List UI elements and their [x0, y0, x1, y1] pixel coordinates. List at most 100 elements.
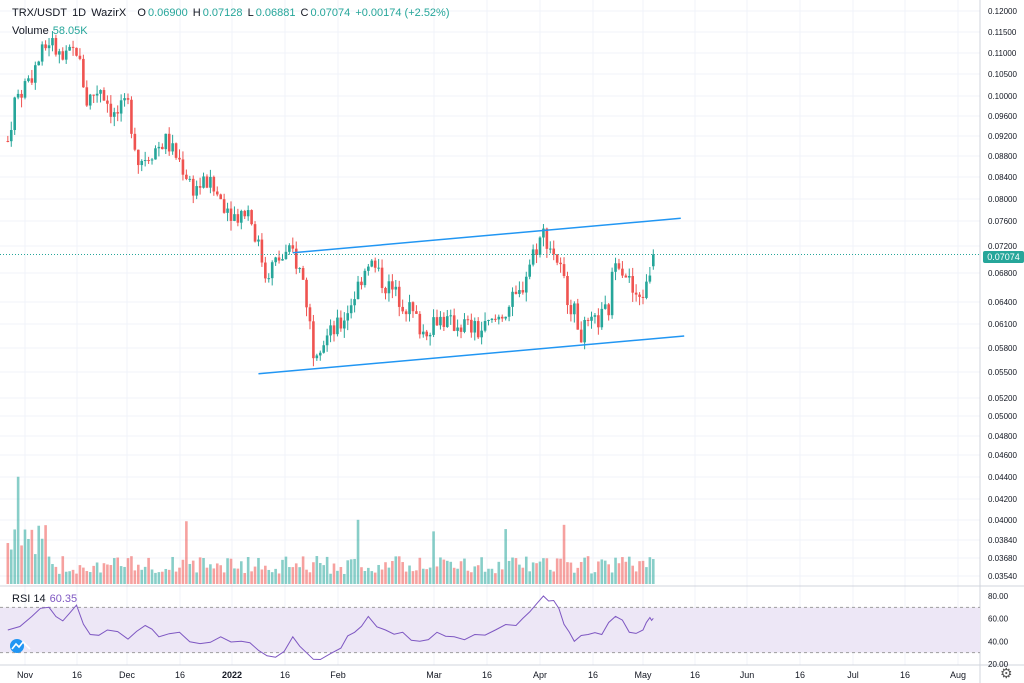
candle-body — [603, 304, 607, 309]
volume-bar — [394, 556, 398, 584]
candle-body — [459, 327, 463, 332]
candle-body — [425, 331, 428, 337]
candle-body — [384, 287, 387, 294]
candle-body — [257, 239, 260, 242]
volume-bar — [325, 556, 329, 584]
candle-body — [250, 210, 253, 225]
candle-body — [343, 320, 346, 329]
candle-body — [40, 44, 44, 62]
candle-body — [85, 87, 89, 106]
candle-body — [569, 305, 573, 315]
candle-body — [308, 307, 312, 322]
candle-body — [133, 133, 137, 150]
candle-body — [147, 160, 150, 162]
candle-body — [593, 315, 597, 317]
rsi-label[interactable]: RSI 14 — [12, 593, 46, 605]
candle-body — [466, 319, 470, 321]
volume-bar — [161, 571, 164, 584]
candle-body — [562, 264, 566, 276]
price-tick-label: 0.07200 — [988, 242, 1017, 251]
volume-bar — [566, 562, 569, 584]
volume-bar — [573, 572, 576, 584]
volume-bar — [353, 558, 356, 584]
volume-bar — [552, 571, 556, 584]
candle-body — [397, 286, 401, 307]
volume-bar — [339, 567, 343, 584]
volume-bar — [106, 564, 109, 584]
price-tick-label: 0.10000 — [988, 92, 1017, 101]
volume-bar — [92, 565, 95, 584]
candle-body — [119, 100, 123, 114]
high-value: 0.07128 — [202, 7, 243, 19]
candle-body — [353, 299, 356, 306]
price-tick-label: 0.06800 — [988, 269, 1017, 278]
volume-label: Volume — [12, 25, 49, 37]
candle-body — [20, 93, 23, 98]
candle-body — [205, 176, 209, 188]
volume-bar — [174, 571, 178, 584]
volume-bar — [308, 572, 312, 584]
volume-bar — [191, 560, 195, 584]
volume-bar — [167, 569, 171, 584]
volume-bar — [500, 569, 504, 584]
rsi-tick-label: 60.00 — [988, 615, 1009, 624]
volume-bar — [102, 563, 106, 584]
candle-body — [483, 321, 487, 331]
candle-body — [576, 303, 580, 330]
open-value: 0.06900 — [147, 7, 188, 19]
volume-bar — [586, 556, 590, 584]
volume-bar — [294, 563, 298, 584]
volume-bar — [147, 557, 150, 584]
volume-bar — [514, 558, 518, 584]
volume-bar — [267, 569, 271, 584]
candle-body — [545, 228, 549, 249]
candle-body — [54, 38, 58, 55]
candle-body — [624, 275, 628, 278]
candle-body — [586, 319, 590, 321]
candle-body — [27, 78, 30, 82]
chart-logo-icon[interactable] — [10, 639, 32, 653]
volume-bar — [130, 556, 133, 584]
candle-body — [394, 286, 398, 290]
volume-bar — [64, 571, 68, 584]
volume-bar — [569, 562, 573, 584]
volume-bar — [528, 571, 531, 584]
volume-bar — [562, 524, 566, 584]
symbol-name[interactable]: TRX/USDT — [12, 7, 67, 19]
candle-body — [573, 303, 576, 315]
time-tick-label: 2022 — [222, 670, 242, 680]
volume-bar — [428, 567, 432, 584]
volume-bar — [185, 521, 188, 584]
gear-icon[interactable]: ⚙ — [1000, 665, 1013, 681]
volume-bar — [397, 556, 401, 584]
price-tick-label: 0.05200 — [988, 394, 1017, 403]
candle-body — [260, 239, 264, 263]
candle-body — [164, 133, 168, 150]
candle-body — [130, 99, 133, 134]
candle-body — [219, 194, 222, 200]
candle-body — [521, 290, 525, 293]
volume-bar — [71, 569, 75, 584]
volume-bar — [384, 562, 387, 584]
candle-body — [404, 311, 408, 315]
candle-body — [391, 281, 394, 290]
volume-bar — [408, 565, 411, 584]
candle-body — [298, 268, 301, 270]
low-value: 0.06881 — [255, 7, 296, 19]
interval-label[interactable]: 1D — [72, 7, 87, 19]
candle-body — [504, 316, 507, 319]
price-tick-label: 0.03680 — [988, 554, 1017, 563]
candle-body — [490, 318, 494, 320]
candle-body — [346, 313, 350, 321]
volume-bar — [250, 571, 253, 584]
candle-body — [373, 260, 377, 268]
volume-bar — [549, 569, 552, 584]
candle-body — [240, 210, 243, 223]
volume-bar — [68, 571, 71, 584]
volume-bar — [600, 559, 604, 584]
high-key: H — [192, 7, 201, 19]
candle-body — [171, 143, 174, 152]
candle-body — [264, 262, 267, 279]
volume-bar — [343, 573, 346, 584]
